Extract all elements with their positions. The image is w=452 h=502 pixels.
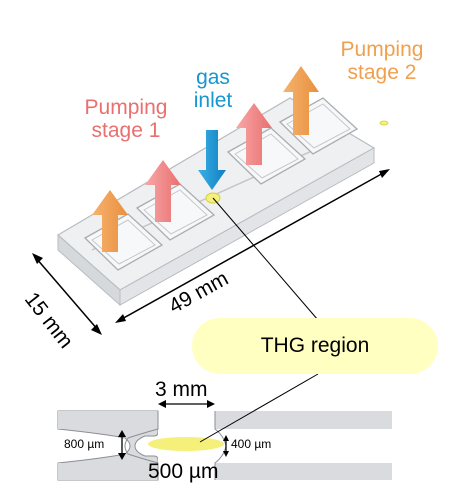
pumping-stage-2-label: Pumping stage 2 [322,38,442,84]
left-thickness-arrow [118,430,126,460]
thg-region-label: THG region [192,318,438,374]
pumping-stage-2-arrow-left [236,103,272,165]
pumping-stage-1-arrow-left [92,190,128,252]
pumping-stage-2-arrow-right [283,66,319,135]
pumping-stage-1-line-2: stage 1 [91,119,161,143]
gap-dimension-arrow [158,400,215,408]
gas-inlet-line-2: inlet [193,89,233,113]
left-thickness-label: 800 µm [64,437,105,451]
channel-length-label: 500 µm [148,460,219,483]
pumping-stage-1-line-1: Pumping [84,96,168,119]
pumping-stage-1-label: Pumping stage 1 [66,96,186,142]
small-spot-marker [379,120,389,126]
pumping-stage-2-line-1: Pumping [340,38,424,61]
gas-inlet-arrow [198,130,226,190]
gas-inlet-label: gas inlet [178,66,248,112]
cross-section [57,373,392,481]
gap-dimension-label: 3 mm [155,378,208,401]
pumping-stage-2-line-2: stage 2 [347,61,417,85]
thg-region-spot [148,437,224,451]
gas-inlet-line-1: gas [196,66,230,89]
width-dimension-arrow [32,253,102,335]
right-thickness-arrow [223,435,229,457]
pumping-stage-1-arrow-right [145,160,181,222]
thg-leader-line [212,197,319,321]
right-thickness-label: 400 µm [231,437,272,451]
length-dimension-arrow [115,169,390,323]
